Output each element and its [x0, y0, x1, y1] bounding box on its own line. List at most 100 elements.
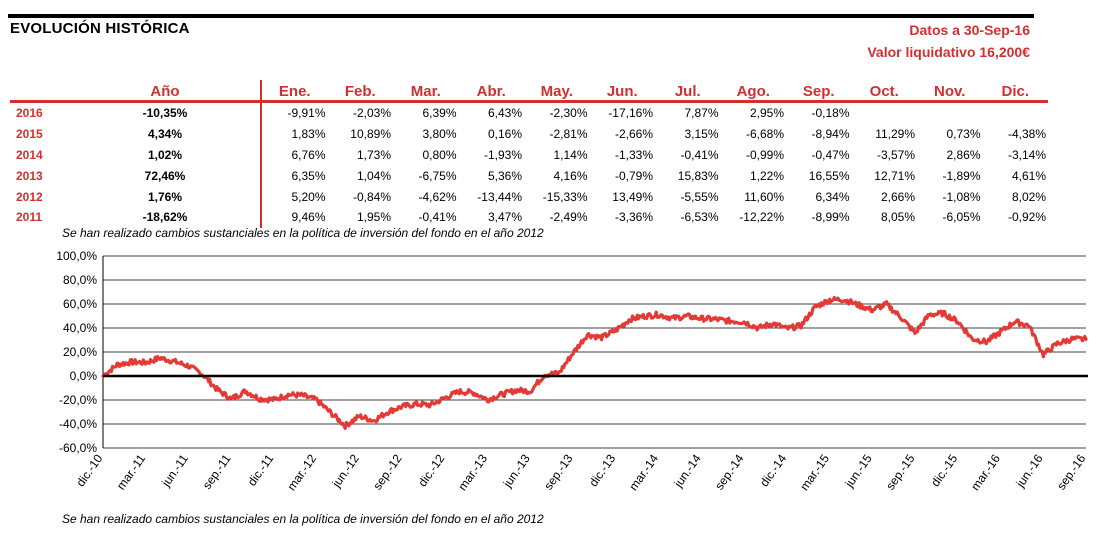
month-return-cell: -5,55% — [680, 189, 719, 204]
month-return-cell: -0,79% — [614, 168, 653, 183]
month-return-cell: -8,94% — [811, 127, 850, 142]
month-return-cell: 4,61% — [1011, 168, 1046, 183]
x-tick-label: dic.-14 — [757, 451, 789, 489]
table-row: 2014 1,02% 6,76% 1,73% 0,80% -1,93% 1,14… — [10, 144, 1048, 166]
month-return-cell: 0,16% — [487, 127, 522, 142]
month-return-cell: -0,92% — [1007, 210, 1046, 225]
month-return-cell: 3,15% — [684, 127, 719, 142]
month-return-cell: -2,66% — [614, 127, 653, 142]
month-return-cell: -9,91% — [287, 106, 326, 121]
month-return-cell: -17,16% — [608, 106, 653, 121]
x-tick-label: dic.-10 — [73, 451, 105, 489]
y-tick-label: 80,0% — [63, 273, 97, 287]
month-return-cell: -6,68% — [745, 127, 784, 142]
x-tick-label: jun.-16 — [1013, 451, 1046, 490]
month-return-cell: -0,47% — [811, 147, 850, 162]
month-return-cell: 2,66% — [880, 189, 915, 204]
month-return-cell: 11,29% — [875, 127, 915, 142]
month-header: Sep. — [786, 80, 852, 103]
y-tick-label: 20,0% — [63, 345, 97, 359]
month-return-cell: 12,71% — [874, 168, 915, 183]
month-return-cell: 5,36% — [487, 168, 522, 183]
data-date: Datos a 30-Sep-16 — [909, 22, 1030, 38]
month-return-cell: 1,83% — [291, 127, 326, 142]
month-return-cell: 6,39% — [422, 106, 457, 121]
year-cell: 2012 — [16, 189, 43, 204]
annual-return-cell: -18,62% — [70, 206, 262, 228]
net-asset-value: Valor liquidativo 16,200€ — [867, 44, 1030, 60]
month-return-cell: 9,46% — [291, 210, 326, 225]
month-return-cell: 6,34% — [815, 189, 850, 204]
month-return-cell: -4,38% — [1007, 127, 1046, 142]
year-cell: 2013 — [16, 168, 43, 183]
month-return-cell: -0,18% — [811, 106, 850, 121]
year-column-header — [10, 80, 70, 103]
y-tick-label: -60,0% — [59, 441, 97, 455]
x-tick-label: jun.-12 — [329, 451, 362, 490]
x-tick-label: mar.-15 — [797, 451, 832, 493]
annual-return-cell: 72,46% — [70, 165, 262, 187]
month-header: Jun. — [589, 80, 655, 103]
x-tick-label: dic.-13 — [586, 451, 618, 489]
month-return-cell: 13,49% — [612, 189, 653, 204]
month-return-cell: 11,60% — [744, 189, 784, 204]
month-return-cell: 5,20% — [291, 189, 326, 204]
annual-return-cell: 1,02% — [70, 144, 262, 166]
month-header: Ene. — [261, 80, 328, 103]
x-tick-label: dic.-12 — [415, 451, 447, 489]
month-header: Dic. — [982, 80, 1048, 103]
month-header: Oct. — [851, 80, 917, 103]
month-return-cell: -2,81% — [549, 127, 588, 142]
month-return-cell: -1,93% — [483, 147, 522, 162]
y-tick-label: 60,0% — [63, 297, 97, 311]
month-return-cell: -2,03% — [352, 106, 391, 121]
y-tick-label: -20,0% — [59, 393, 97, 407]
table-row: 2016 -10,35% -9,91% -2,03% 6,39% 6,43% -… — [10, 101, 1048, 124]
policy-change-note-bottom: Se han realizado cambios sustanciales en… — [62, 512, 544, 526]
x-tick-label: mar.-12 — [284, 451, 319, 493]
month-return-cell: 1,22% — [749, 168, 784, 183]
annual-return-cell: 1,76% — [70, 186, 262, 207]
table-header-row: Año Ene. Feb. Mar. Abr. May. Jun. Jul. A… — [10, 80, 1048, 103]
month-return-cell — [917, 102, 983, 124]
top-rule — [8, 14, 1034, 18]
x-tick-label: mar.-13 — [455, 451, 490, 493]
month-header: Nov. — [917, 80, 983, 103]
y-tick-label: 100,0% — [56, 249, 97, 263]
table-row: 2012 1,76% 5,20% -0,84% -4,62% -13,44% -… — [10, 186, 1048, 207]
month-return-cell: -4,62% — [418, 189, 457, 204]
x-tick-label: sep.-14 — [712, 451, 747, 492]
month-return-cell: 8,02% — [1011, 189, 1046, 204]
month-return-cell: 6,76% — [291, 147, 326, 162]
month-return-cell: -3,57% — [876, 147, 915, 162]
month-return-cell: 10,89% — [350, 127, 391, 142]
month-header: May. — [524, 80, 590, 103]
month-return-cell: -1,33% — [614, 147, 653, 162]
y-tick-label: 0,0% — [70, 369, 98, 383]
annual-column-header: Año — [70, 80, 262, 103]
returns-table: Año Ene. Feb. Mar. Abr. May. Jun. Jul. A… — [10, 80, 1048, 228]
month-return-cell: -0,84% — [352, 189, 391, 204]
x-tick-label: jun.-11 — [158, 451, 191, 489]
historical-evolution-chart: -60,0% -40,0% -20,0% 0,0% 20,0% 40,0% 60,0% 80,… — [56, 249, 1088, 493]
month-return-cell: 16,55% — [808, 168, 850, 183]
series-line — [101, 295, 1088, 430]
x-tick-label: mar.-14 — [626, 451, 661, 493]
month-header: Abr. — [458, 80, 524, 103]
year-cell: 2014 — [16, 147, 43, 162]
policy-change-note-top: Se han realizado cambios sustanciales en… — [62, 226, 544, 240]
month-return-cell: 0,73% — [946, 127, 981, 142]
y-tick-label: 40,0% — [63, 321, 97, 335]
month-return-cell: -2,30% — [549, 106, 588, 121]
x-tick-label: mar.-16 — [968, 451, 1003, 493]
month-return-cell: 7,87% — [684, 106, 719, 121]
x-tick-label: dic.-15 — [928, 451, 960, 489]
table-row: 2011 -18,62% 9,46% 1,95% -0,41% 3,47% -2… — [10, 206, 1048, 228]
month-return-cell: 1,14% — [553, 147, 588, 162]
x-tick-label: sep.-15 — [883, 451, 918, 492]
month-return-cell: -13,44% — [477, 189, 522, 204]
annual-return-cell: -10,35% — [70, 101, 262, 124]
x-tick-label: jun.-15 — [842, 451, 875, 490]
month-return-cell: 1,95% — [356, 210, 391, 225]
month-return-cell: -3,14% — [1007, 147, 1046, 162]
